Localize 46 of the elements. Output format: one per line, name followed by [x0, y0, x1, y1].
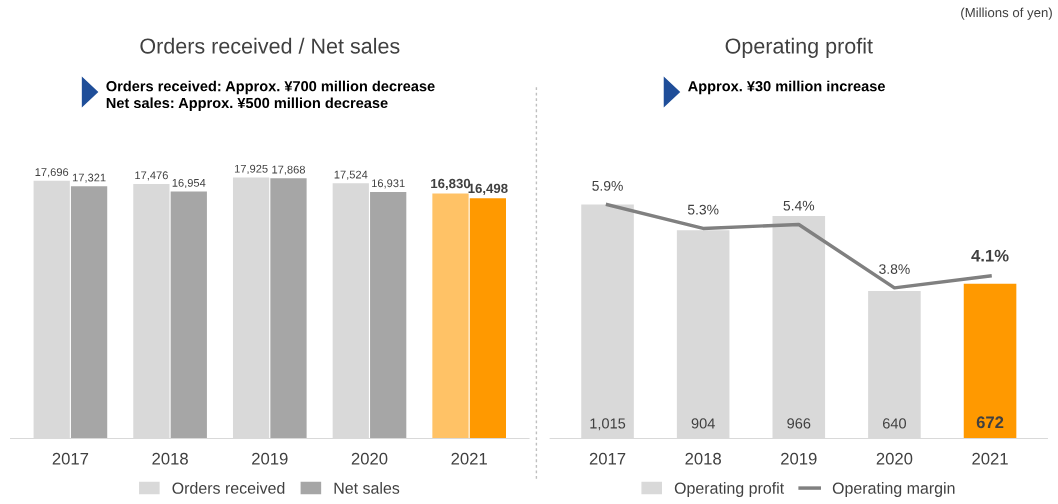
data-label: 17,925 [234, 164, 268, 174]
chart-subtitle: Orders received: Approx. ¥700 million decrease Net sales: Approx. ¥500 million decrease [106, 80, 435, 111]
text: (Millions of yen) [961, 7, 1052, 20]
legend-label: Operating profit [674, 482, 785, 497]
bar [70, 186, 108, 439]
x-tick-label: 2021 [972, 452, 1008, 465]
data-label: 672 [976, 416, 1004, 429]
data-label: 5.3% [687, 204, 719, 215]
bar [170, 191, 207, 439]
data-label: 904 [691, 418, 715, 429]
x-tick-label: 2021 [451, 452, 487, 465]
x-tick-label: 2017 [589, 452, 626, 465]
data-label: 16,498 [468, 183, 508, 195]
data-label: 16,954 [172, 178, 206, 189]
legend-label: Net sales [334, 482, 400, 494]
data-label: 640 [882, 418, 907, 429]
data-label: 3.8% [879, 264, 910, 274]
data-label: 1,015 [590, 418, 626, 431]
legend-label: Operating margin [832, 482, 955, 497]
data-label: 16,830 [431, 178, 471, 191]
data-label: 966 [787, 418, 811, 429]
x-tick-label: 2018 [152, 452, 188, 465]
bar [370, 191, 407, 439]
x-tick-label: 2018 [685, 452, 721, 465]
x-tick-label: 2017 [52, 452, 89, 465]
data-label: 4.1% [971, 249, 1009, 262]
chart-title: Orders received / Net sales [140, 37, 400, 54]
legend-label: Orders received [172, 482, 285, 494]
data-label: 17,476 [135, 171, 168, 181]
chart-subtitle: Approx. ¥30 million increase [688, 80, 885, 95]
bar [432, 193, 469, 439]
data-label: 17,696 [35, 168, 69, 178]
data-label: 17,524 [334, 170, 368, 180]
data-label: 16,931 [372, 179, 405, 189]
bar [963, 283, 1017, 439]
data-label: 17,868 [272, 165, 305, 175]
chart-title: Operating profit [725, 37, 873, 58]
data-label: 5.4% [783, 200, 815, 211]
x-tick-label: 2019 [252, 452, 288, 465]
x-tick-label: 2019 [781, 452, 817, 465]
bar [469, 198, 507, 439]
data-label: 5.9% [592, 180, 623, 191]
x-tick-label: 2020 [876, 452, 913, 465]
x-tick-label: 2020 [351, 452, 388, 465]
data-label: 17,321 [72, 173, 106, 183]
bar [270, 178, 307, 439]
